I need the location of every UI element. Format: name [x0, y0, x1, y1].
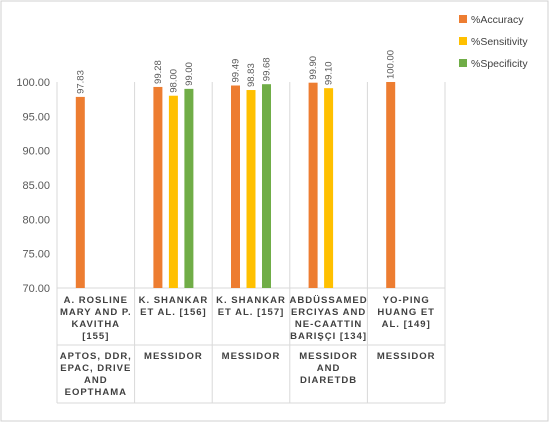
category-author-label: YO-PING — [383, 295, 430, 306]
category-dataset-label: EOPTHAMA — [65, 387, 127, 398]
data-label: 99.49 — [231, 59, 242, 83]
y-tick-label: 85.00 — [22, 180, 50, 192]
bar — [75, 96, 85, 288]
category-author-label: KAVITHA — [72, 319, 121, 330]
category-dataset-label: MESSIDOR — [299, 351, 358, 362]
category-dataset-label: MESSIDOR — [377, 351, 436, 362]
category-author-label: [155] — [82, 331, 109, 342]
data-label: 100.00 — [386, 50, 397, 79]
category-dataset-label: MESSIDOR — [222, 351, 281, 362]
legend-label: %Specificity — [471, 58, 528, 70]
legend-swatch — [459, 59, 467, 67]
bar — [184, 88, 194, 288]
legend-label: %Accuracy — [471, 14, 524, 26]
bar — [153, 86, 163, 288]
data-label: 98.83 — [246, 63, 257, 87]
data-label: 99.90 — [308, 56, 319, 80]
category-author-label: ABDÜSSAMED — [290, 295, 368, 306]
category-author-label: K. SHANKAR — [216, 295, 286, 306]
category-dataset-label: AND — [84, 375, 108, 386]
category-dataset-label: APTOS, DDR, — [60, 351, 132, 362]
y-tick-label: 80.00 — [22, 214, 50, 226]
category-author-label: A. ROSLINE — [64, 295, 128, 306]
bar — [168, 95, 178, 288]
legend-swatch — [459, 37, 467, 45]
y-tick-label: 75.00 — [22, 249, 50, 261]
category-dataset-label: EPAC, DRIVE — [60, 363, 131, 374]
y-tick-label: 100.00 — [16, 77, 50, 89]
category-author-label: NE-CAATTIN — [295, 319, 362, 330]
data-label: 99.00 — [184, 62, 195, 86]
category-dataset-label: DIARETDB — [300, 375, 357, 386]
category-author-label: AL. [149] — [382, 319, 431, 330]
data-label: 99.68 — [262, 57, 273, 81]
category-author-label: ERCIYAS AND — [291, 307, 366, 318]
category-author-label: HUANG ET — [377, 307, 435, 318]
y-tick-label: 95.00 — [22, 111, 50, 123]
category-author-label: ET AL. [156] — [140, 307, 207, 318]
data-label: 99.10 — [324, 61, 335, 85]
category-dataset-label: MESSIDOR — [144, 351, 203, 362]
y-tick-label: 70.00 — [22, 283, 50, 295]
bar — [324, 88, 334, 289]
legend-swatch — [459, 15, 467, 23]
category-author-label: K. SHANKAR — [139, 295, 209, 306]
y-tick-label: 90.00 — [22, 146, 50, 158]
data-label: 99.28 — [153, 60, 164, 84]
category-author-label: MARY AND P. — [60, 307, 132, 318]
category-dataset-label: AND — [317, 363, 341, 374]
category-author-label: ET AL. [157] — [218, 307, 285, 318]
bar — [386, 82, 396, 288]
bar — [308, 82, 318, 288]
bar — [262, 84, 271, 289]
data-label: 98.00 — [168, 69, 179, 93]
category-author-label: BARIŞÇI [134] — [290, 331, 367, 342]
bar — [231, 85, 240, 288]
data-label: 97.83 — [75, 70, 86, 94]
legend-label: %Sensitivity — [471, 36, 528, 48]
bar — [246, 90, 256, 288]
